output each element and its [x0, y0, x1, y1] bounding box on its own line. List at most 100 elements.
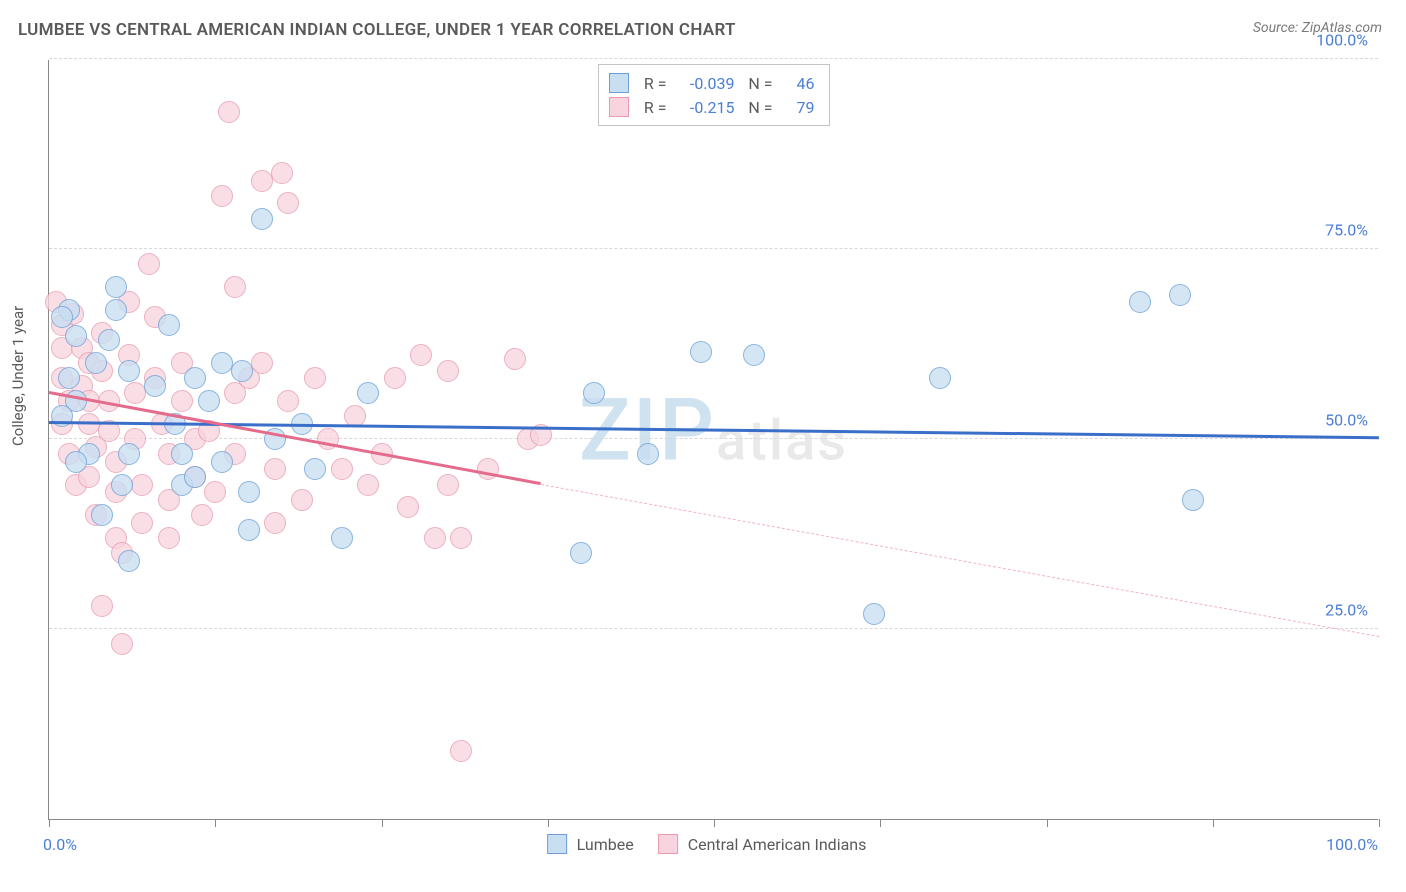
scatter-point	[98, 329, 120, 351]
scatter-point	[304, 367, 326, 389]
x-axis-min-label: 0.0%	[43, 835, 77, 854]
scatter-point	[144, 375, 166, 397]
stat-r-value: -0.215	[675, 98, 735, 117]
scatter-point	[437, 360, 459, 382]
scatter-point	[410, 344, 432, 366]
scatter-point	[65, 325, 87, 347]
trendline-extrapolated	[541, 484, 1379, 637]
scatter-point	[131, 474, 153, 496]
legend-swatch	[547, 834, 567, 854]
series-legend: Lumbee Central American Indians	[547, 834, 881, 854]
legend-swatch	[658, 834, 678, 854]
scatter-point	[105, 299, 127, 321]
scatter-point	[450, 527, 472, 549]
scatter-point	[331, 458, 353, 480]
scatter-point	[690, 341, 712, 363]
scatter-point	[331, 527, 353, 549]
scatter-point	[357, 382, 379, 404]
scatter-point	[65, 451, 87, 473]
scatter-point	[131, 512, 153, 534]
scatter-point	[450, 740, 472, 762]
scatter-point	[929, 367, 951, 389]
y-tick-label: 25.0%	[1325, 601, 1368, 620]
scatter-point	[1129, 291, 1151, 313]
stat-n-label: N =	[743, 98, 773, 117]
scatter-point	[251, 352, 273, 374]
stat-n-value: 79	[781, 98, 815, 117]
scatter-point	[91, 595, 113, 617]
scatter-point	[231, 360, 253, 382]
scatter-point	[218, 101, 240, 123]
stat-n-value: 46	[781, 74, 815, 93]
scatter-point	[277, 390, 299, 412]
scatter-point	[224, 276, 246, 298]
scatter-point	[583, 382, 605, 404]
x-tick	[714, 819, 715, 827]
scatter-point	[191, 504, 213, 526]
scatter-point	[424, 527, 446, 549]
stat-r-value: -0.039	[675, 74, 735, 93]
scatter-point	[504, 348, 526, 370]
scatter-point	[1169, 284, 1191, 306]
y-tick-label: 100.0%	[1316, 31, 1368, 50]
scatter-point	[743, 344, 765, 366]
scatter-point	[51, 306, 73, 328]
scatter-point	[124, 382, 146, 404]
stat-n-label: N =	[743, 74, 773, 93]
scatter-point	[118, 443, 140, 465]
scatter-point	[111, 474, 133, 496]
scatter-point	[105, 276, 127, 298]
scatter-point	[291, 489, 313, 511]
scatter-point	[251, 208, 273, 230]
gridline	[49, 438, 1378, 439]
scatter-point	[238, 519, 260, 541]
scatter-point	[251, 170, 273, 192]
scatter-point	[397, 496, 419, 518]
stat-r-label: R =	[637, 74, 667, 93]
x-tick	[382, 819, 383, 827]
scatter-point	[91, 504, 113, 526]
x-tick	[880, 819, 881, 827]
scatter-point	[184, 367, 206, 389]
legend-swatch	[609, 73, 629, 93]
scatter-point	[171, 390, 193, 412]
scatter-point	[158, 527, 180, 549]
scatter-point	[198, 390, 220, 412]
scatter-point	[384, 367, 406, 389]
scatter-point	[204, 481, 226, 503]
scatter-point	[51, 405, 73, 427]
scatter-point	[357, 474, 379, 496]
scatter-point	[264, 512, 286, 534]
scatter-point	[211, 451, 233, 473]
y-axis-label: College, Under 1 year	[9, 306, 27, 446]
scatter-point	[118, 550, 140, 572]
gridline	[49, 248, 1378, 249]
chart-title: LUMBEE VS CENTRAL AMERICAN INDIAN COLLEG…	[18, 20, 736, 40]
y-tick-label: 75.0%	[1325, 221, 1368, 240]
x-tick	[1047, 819, 1048, 827]
legend-swatch	[609, 97, 629, 117]
scatter-point	[477, 458, 499, 480]
x-tick	[548, 819, 549, 827]
legend-label: Lumbee	[577, 835, 634, 854]
legend-label: Central American Indians	[688, 835, 867, 854]
stat-r-label: R =	[637, 98, 667, 117]
x-tick	[1213, 819, 1214, 827]
x-tick	[1379, 819, 1380, 827]
x-axis-max-label: 100.0%	[1326, 835, 1378, 854]
scatter-point	[264, 458, 286, 480]
x-tick	[215, 819, 216, 827]
scatter-point	[158, 314, 180, 336]
scatter-point	[171, 443, 193, 465]
watermark-atlas: atlas	[716, 407, 848, 473]
stats-legend: R = -0.039 N = 46 R = -0.215 N = 79	[598, 64, 830, 126]
plot-area: ZIPatlas R =-0.039N =46R =-0.215N =79 Lu…	[48, 60, 1378, 820]
scatter-point	[637, 443, 659, 465]
scatter-point	[58, 367, 80, 389]
stats-legend-row: R = -0.039 N = 46	[609, 71, 815, 95]
y-tick-label: 50.0%	[1325, 411, 1368, 430]
scatter-point	[277, 192, 299, 214]
scatter-point	[118, 360, 140, 382]
scatter-point	[211, 352, 233, 374]
scatter-point	[85, 352, 107, 374]
